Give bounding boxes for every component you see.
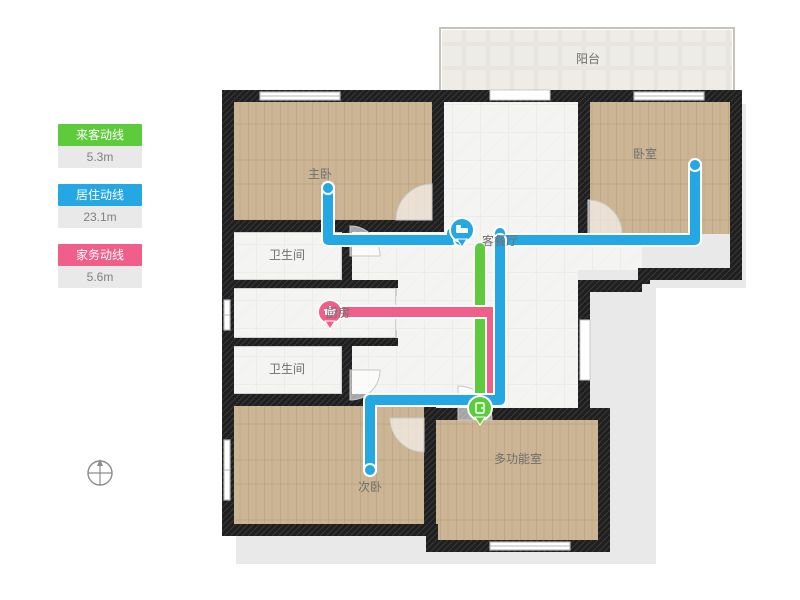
legend-head-living: 居住动线: [58, 184, 142, 206]
svg-text:厨房: 厨房: [326, 305, 350, 320]
legend-value-living: 23.1m: [58, 206, 142, 228]
stage: 来客动线 5.3m 居住动线 23.1m 家务动线 5.6m: [0, 0, 800, 600]
legend-value-visitor: 5.3m: [58, 146, 142, 168]
compass-icon: [85, 458, 115, 488]
svg-text:客餐厅: 客餐厅: [482, 233, 518, 248]
legend: 来客动线 5.3m 居住动线 23.1m 家务动线 5.6m: [58, 124, 142, 304]
legend-head-chore: 家务动线: [58, 244, 142, 266]
legend-value-chore: 5.6m: [58, 266, 142, 288]
legend-item-chore: 家务动线 5.6m: [58, 244, 142, 288]
svg-text:阳台: 阳台: [576, 51, 600, 66]
svg-text:主卧: 主卧: [308, 167, 332, 181]
legend-item-living: 居住动线 23.1m: [58, 184, 142, 228]
floor-plan: 阳台主卧卧室卫生间厨房卫生间次卧多功能室客餐厅: [200, 20, 760, 580]
svg-text:卫生间: 卫生间: [269, 248, 305, 262]
svg-text:卫生间: 卫生间: [269, 362, 305, 376]
svg-text:次卧: 次卧: [358, 480, 382, 494]
legend-item-visitor: 来客动线 5.3m: [58, 124, 142, 168]
svg-text:多功能室: 多功能室: [494, 451, 542, 466]
svg-text:卧室: 卧室: [633, 146, 657, 161]
legend-head-visitor: 来客动线: [58, 124, 142, 146]
